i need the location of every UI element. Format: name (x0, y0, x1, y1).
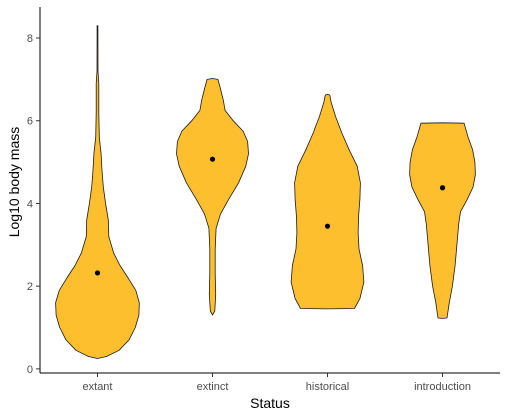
x-tick-label-introduction: introduction (414, 381, 471, 393)
mean-point-extinct (209, 156, 216, 162)
x-axis-title: Status (250, 395, 290, 411)
y-tick-label: 8 (27, 33, 33, 45)
y-tick-label: 0 (27, 364, 33, 376)
violin-group (55, 25, 476, 359)
violin-extinct (176, 78, 249, 316)
mean-point-introduction (439, 185, 446, 191)
mean-point-historical (324, 223, 331, 229)
x-axis-ticks: extant extinct historical introduction (83, 373, 471, 393)
violin-historical (290, 93, 365, 310)
mean-points (94, 156, 446, 276)
y-tick-label: 6 (27, 116, 33, 128)
y-axis-ticks: 0 2 4 6 8 (27, 33, 40, 376)
mean-point-extant (94, 270, 101, 276)
violin-extant (55, 25, 140, 359)
x-tick-label-historical: historical (306, 381, 349, 393)
y-axis-title: Log10 body mass (6, 127, 22, 238)
x-tick-label-extinct: extinct (197, 381, 229, 393)
violin-introduction (409, 122, 476, 319)
x-tick-label-extant: extant (83, 381, 113, 393)
y-tick-label: 2 (27, 281, 33, 293)
y-tick-label: 4 (27, 198, 33, 210)
